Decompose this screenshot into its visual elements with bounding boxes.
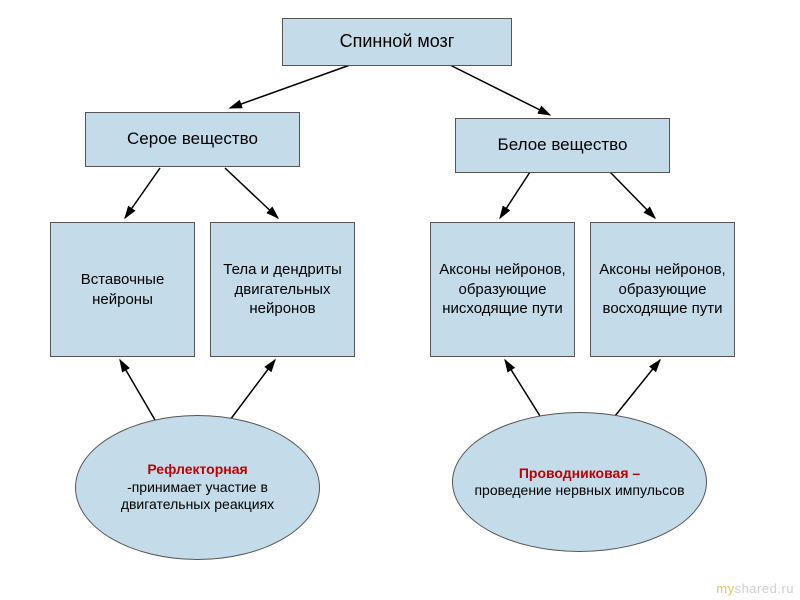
node-reflex-function: Рефлекторная -принимает участие в двигат… bbox=[75, 415, 320, 560]
node-conductive-function: Проводниковая – проведение нервных импул… bbox=[452, 412, 707, 552]
node-asc-label: Аксоны нейронов, образующие восходящие п… bbox=[597, 260, 728, 319]
conduct-desc: проведение нервных импульсов bbox=[474, 482, 684, 498]
node-gray-matter: Серое вещество bbox=[85, 112, 300, 167]
node-white-label: Белое вещество bbox=[498, 134, 628, 156]
reflex-desc: -принимает участие в двигательных реакци… bbox=[121, 479, 274, 513]
node-white-matter: Белое вещество bbox=[455, 118, 670, 173]
reflex-title: Рефлекторная bbox=[147, 461, 247, 477]
node-ascending-axons: Аксоны нейронов, образующие восходящие п… bbox=[590, 222, 735, 357]
node-descending-axons: Аксоны нейронов, образующие нисходящие п… bbox=[430, 222, 575, 357]
watermark-part2: shared.ru bbox=[735, 581, 794, 596]
node-desc-label: Аксоны нейронов, образующие нисходящие п… bbox=[437, 260, 568, 319]
node-gray-label: Серое вещество bbox=[127, 128, 258, 150]
node-root-label: Спинной мозг bbox=[340, 30, 455, 53]
node-motor-neurons: Тела и дендриты двигательных нейронов bbox=[210, 222, 355, 357]
node-interneurons: Вставочные нейроны bbox=[50, 222, 195, 357]
node-motor-label: Тела и дендриты двигательных нейронов bbox=[217, 260, 348, 319]
watermark-part1: my bbox=[716, 581, 734, 596]
node-inter-label: Вставочные нейроны bbox=[57, 270, 188, 309]
reflex-content: Рефлекторная -принимает участие в двигат… bbox=[88, 461, 307, 514]
conduct-content: Проводниковая – проведение нервных импул… bbox=[474, 465, 684, 500]
node-root: Спинной мозг bbox=[282, 18, 512, 66]
conduct-title: Проводниковая – bbox=[519, 465, 640, 481]
watermark: myshared.ru bbox=[716, 581, 794, 596]
